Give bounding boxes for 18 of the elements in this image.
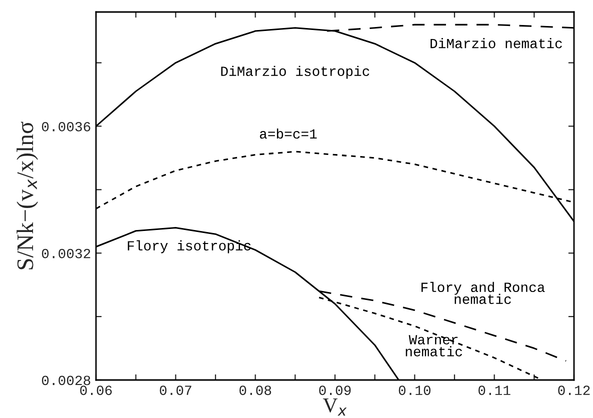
x-axis-title: V$_{x}$ <box>322 398 347 416</box>
x-tick-label: 0.07 <box>160 386 192 396</box>
series-label: DiMarzio isotropic <box>221 66 370 79</box>
y-tick-label: 0.0036 <box>42 122 90 132</box>
x-tick-label: 0.10 <box>398 386 430 396</box>
x-tick-label: 0.12 <box>558 386 590 396</box>
series-label: DiMarzio nematic <box>430 38 562 48</box>
y-tick-label: 0.0028 <box>42 376 90 386</box>
x-tick-label: 0.08 <box>240 386 272 396</box>
series-label: Flory isotropic <box>128 240 251 254</box>
x-tick-label: 0.09 <box>319 386 351 396</box>
y-tick-label: 0.0032 <box>42 248 90 258</box>
x-tick-label: 0.06 <box>80 386 112 396</box>
y-axis-title: S/Nk−(v$_{x}$/x)lnσ <box>16 122 38 270</box>
series-label: Flory and Ronca nematic <box>422 282 545 304</box>
x-tick-label: 0.11 <box>478 386 510 396</box>
series-label: Warner nematic <box>406 335 462 356</box>
series-label: a=b=c=1 <box>260 128 317 139</box>
